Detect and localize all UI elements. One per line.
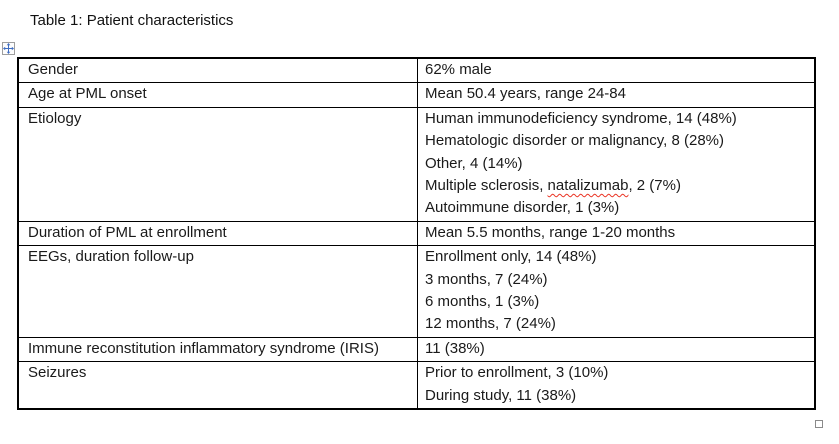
table-row: Age at PML onset Mean 50.4 years, range 2… (19, 82, 814, 107)
patient-characteristics-table: Gender 62% male Age at PML onset Mean 50.4 … (17, 57, 816, 411)
table-row: EEGs, duration follow-up Enrollment only,… (19, 245, 814, 337)
value-line: 3 months, 7 (24%) (425, 270, 548, 288)
row-value-cell[interactable]: Enrollment only, 14 (48%) 3 months, 7 (24… (418, 246, 814, 337)
table-row: Duration of PML at enrollment Mean 5.5 mo… (19, 220, 814, 246)
table-caption[interactable]: Table 1: Patient characteristics (30, 12, 234, 29)
table-row: Etiology Human immunodeficiency syndrome,… (19, 106, 814, 221)
value-line: Autoimmune disorder, 1 (3%) (425, 199, 620, 217)
value-line: 6 months, 1 (3%) (425, 293, 540, 311)
row-value-cell[interactable]: Mean 5.5 months, range 1-20 months (418, 222, 814, 245)
value-line: Gender (28, 61, 79, 78)
row-label-cell[interactable]: Gender (19, 59, 418, 83)
value-line: 62% male (425, 61, 492, 78)
value-line: During study, 11 (38%) (425, 386, 577, 404)
row-label-cell[interactable]: Immune reconstitution inflammatory syndr… (19, 337, 418, 362)
move-cross-icon (3, 43, 14, 54)
value-line: Mean 50.4 years, range 24-84 (425, 85, 626, 103)
value-line: Multiple sclerosis, natalizumab, 2 (7%) (425, 177, 681, 195)
row-label-cell[interactable]: Seizures (19, 362, 418, 409)
row-value-cell[interactable]: Prior to enrollment, 3 (10%) During study… (418, 362, 814, 408)
value-line: Mean 5.5 months, range 1-20 months (425, 223, 676, 241)
table-move-handle[interactable] (2, 42, 15, 55)
value-line: Etiology (28, 109, 82, 127)
row-value-cell[interactable]: 62% male (418, 59, 814, 82)
row-value-cell[interactable]: Human immunodeficiency syndrome, 14 (48%… (418, 108, 814, 221)
value-line: Enrollment only, 14 (48%) (425, 248, 597, 266)
row-label-cell[interactable]: Etiology (19, 107, 418, 221)
row-value-cell[interactable]: Mean 50.4 years, range 24-84 (418, 83, 814, 106)
table-row: Seizures Prior to enrollment, 3 (10%) Duri… (19, 361, 814, 409)
value-line: Human immunodeficiency syndrome, 14 (48%… (425, 109, 737, 127)
row-label-cell[interactable]: EEGs, duration follow-up (19, 246, 418, 337)
misspelled-word: natalizumab (547, 177, 629, 195)
value-line: EEGs, duration follow-up (28, 248, 194, 266)
value-line: 12 months, 7 (24%) (425, 315, 556, 333)
value-line: Seizures (28, 364, 87, 382)
table-row: Immune reconstitution inflammatory syndr… (19, 336, 814, 362)
row-label-cell[interactable]: Age at PML onset (19, 83, 418, 107)
value-line: 11 (38%) (425, 339, 485, 357)
value-line: Prior to enrollment, 3 (10%) (425, 364, 609, 382)
value-line: Hematologic disorder or malignancy, 8 (2… (425, 132, 725, 150)
table-resize-handle[interactable] (815, 420, 823, 428)
row-label-cell[interactable]: Duration of PML at enrollment (19, 221, 418, 246)
value-line: Other, 4 (14%) (425, 154, 523, 172)
table-row: Gender 62% male (19, 59, 814, 83)
row-value-cell[interactable]: 11 (38%) (418, 338, 814, 361)
value-line: Duration of PML at enrollment (28, 223, 227, 241)
value-line: Immune reconstitution inflammatory syndr… (28, 339, 379, 357)
value-line: Age at PML onset (28, 85, 147, 103)
